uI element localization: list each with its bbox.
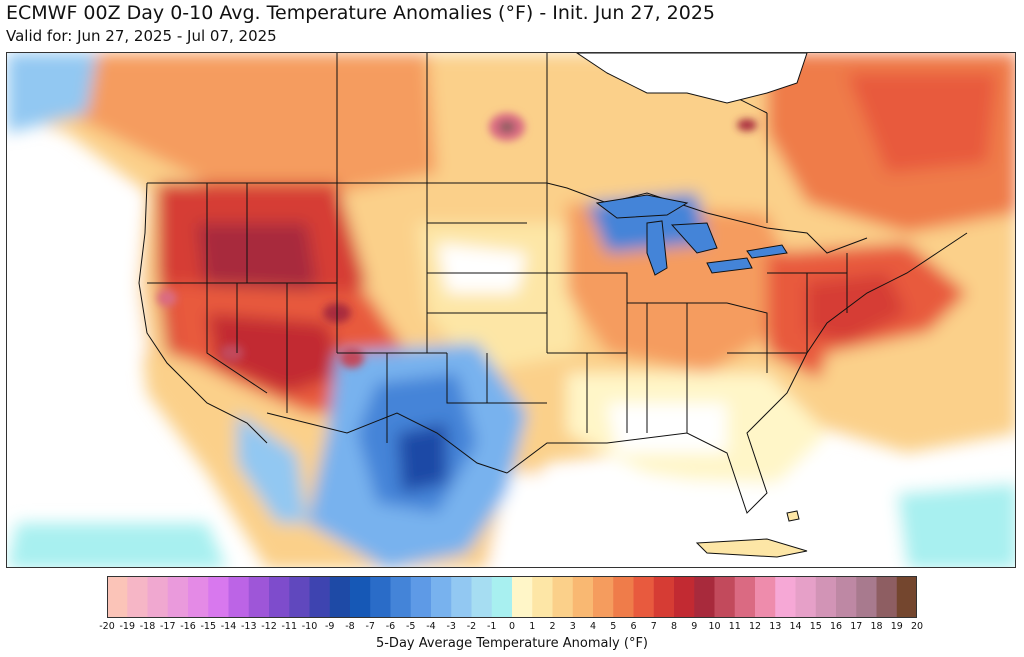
colorbar-swatch bbox=[248, 576, 270, 618]
colorbar-swatch bbox=[228, 576, 250, 618]
colorbar-tick-label: 13 bbox=[769, 621, 782, 632]
colorbar-swatch bbox=[532, 576, 553, 618]
colorbar-tick-label: -10 bbox=[301, 621, 318, 632]
colorbar-border bbox=[107, 576, 917, 618]
colorbar-tick-label: -19 bbox=[119, 621, 136, 632]
colorbar-swatch bbox=[876, 576, 898, 618]
colorbar-swatch bbox=[512, 576, 533, 618]
colorbar-swatch bbox=[431, 576, 452, 618]
colorbar-tick-label: -8 bbox=[345, 621, 355, 632]
colorbar-swatch bbox=[795, 576, 817, 618]
colorbar-swatch bbox=[633, 576, 655, 618]
colorbar-swatch bbox=[289, 576, 310, 618]
colorbar-swatch bbox=[188, 576, 209, 618]
colorbar-swatch bbox=[127, 576, 148, 618]
colorbar-swatch bbox=[694, 576, 715, 618]
colorbar-swatch bbox=[775, 576, 796, 618]
colorbar-tick-label: -16 bbox=[180, 621, 196, 632]
colorbar-tick-label: 8 bbox=[670, 621, 678, 632]
colorbar-swatch bbox=[491, 576, 513, 618]
colorbar-swatch bbox=[329, 576, 351, 618]
colorbar-tick-label: 15 bbox=[809, 621, 822, 632]
colorbar-tick-label: 17 bbox=[850, 621, 863, 632]
colorbar-tick-label: -5 bbox=[406, 621, 416, 632]
colorbar-swatch bbox=[451, 576, 472, 618]
colorbar-swatch bbox=[613, 576, 634, 618]
colorbar-tick-label: -9 bbox=[325, 621, 335, 632]
colorbar-swatch bbox=[572, 576, 594, 618]
colorbar-tick-label: 5 bbox=[610, 621, 617, 632]
colorbar-tick-label: -13 bbox=[240, 621, 257, 632]
colorbar-tick-label: -6 bbox=[385, 621, 396, 632]
colorbar-swatch bbox=[734, 576, 756, 618]
colorbar-tick-label: 7 bbox=[650, 621, 657, 632]
colorbar-tick-label: 6 bbox=[630, 621, 637, 632]
colorbar-swatch bbox=[593, 576, 614, 618]
colorbar-swatch bbox=[350, 576, 371, 618]
colorbar-tick-label: -2 bbox=[466, 621, 477, 632]
colorbar-tick-label: -14 bbox=[220, 621, 237, 632]
colorbar-tick-label: 3 bbox=[569, 621, 576, 632]
hot-spots bbox=[157, 113, 757, 368]
valid-period: Valid for: Jun 27, 2025 - Jul 07, 2025 bbox=[6, 27, 277, 45]
colorbar-tick-label: 9 bbox=[691, 621, 698, 632]
great-lakes bbox=[595, 194, 788, 276]
colorbar-swatch bbox=[269, 576, 290, 618]
colorbar-tick-label: 12 bbox=[748, 621, 762, 632]
colorbar-swatch bbox=[896, 576, 917, 618]
colorbar-swatch bbox=[309, 576, 331, 618]
colorbar-swatch bbox=[755, 576, 776, 618]
colorbar-swatch bbox=[714, 576, 736, 618]
colorbar-tick-label: 2 bbox=[549, 621, 556, 632]
colorbar-tick-label: 14 bbox=[789, 621, 802, 632]
colorbar-swatch bbox=[552, 576, 574, 618]
colorbar-tick-label: 0 bbox=[508, 621, 516, 632]
colorbar-tick-label: -15 bbox=[200, 621, 217, 632]
colorbar-swatch bbox=[674, 576, 695, 618]
colorbar-tick-label: -3 bbox=[446, 621, 456, 632]
colorbar-tick-label: 4 bbox=[589, 621, 597, 632]
colorbar-tick-label: -17 bbox=[159, 621, 176, 632]
colorbar-swatch bbox=[390, 576, 412, 618]
colorbar-tick-label: 16 bbox=[829, 621, 843, 632]
colorbar-swatch bbox=[836, 576, 857, 618]
colorbar-tick-label: 20 bbox=[910, 621, 924, 632]
colorbar-tick-label: 10 bbox=[708, 621, 721, 632]
colorbar-tick-label: -1 bbox=[487, 621, 497, 632]
colorbar-swatch bbox=[167, 576, 189, 618]
colorbar-swatch bbox=[856, 576, 877, 618]
colorbar-swatch bbox=[471, 576, 493, 618]
anomaly-field bbox=[7, 53, 1015, 567]
colorbar-tick-label: -18 bbox=[139, 621, 156, 632]
colorbar-tick-label: -20 bbox=[99, 621, 115, 632]
colorbar-swatch bbox=[653, 576, 675, 618]
colorbar-swatch bbox=[815, 576, 837, 618]
colorbar-tick-label: 19 bbox=[890, 621, 903, 632]
colorbar-swatch bbox=[208, 576, 229, 618]
hudson-bay bbox=[576, 53, 808, 104]
caribbean-islands bbox=[695, 510, 808, 558]
colorbar-swatch bbox=[410, 576, 432, 618]
anomaly-colorbar bbox=[107, 576, 917, 618]
colorbar-tick-label: 11 bbox=[728, 621, 741, 632]
colorbar-swatch bbox=[370, 576, 391, 618]
colorbar-tick-label: -11 bbox=[281, 621, 298, 632]
colorbar-tick-label: -7 bbox=[365, 621, 375, 632]
colorbar-swatch bbox=[147, 576, 169, 618]
colorbar-tick-label: 18 bbox=[870, 621, 883, 632]
anomaly-map bbox=[6, 52, 1016, 568]
colorbar-tick-label: -12 bbox=[261, 621, 277, 632]
map-title: ECMWF 00Z Day 0-10 Avg. Temperature Anom… bbox=[6, 2, 716, 24]
colorbar-title: 5-Day Average Temperature Anomaly (°F) bbox=[375, 636, 649, 651]
colorbar-swatch bbox=[107, 576, 128, 618]
colorbar-tick-label: 1 bbox=[529, 621, 536, 632]
colorbar-tick-label: -4 bbox=[426, 621, 436, 632]
